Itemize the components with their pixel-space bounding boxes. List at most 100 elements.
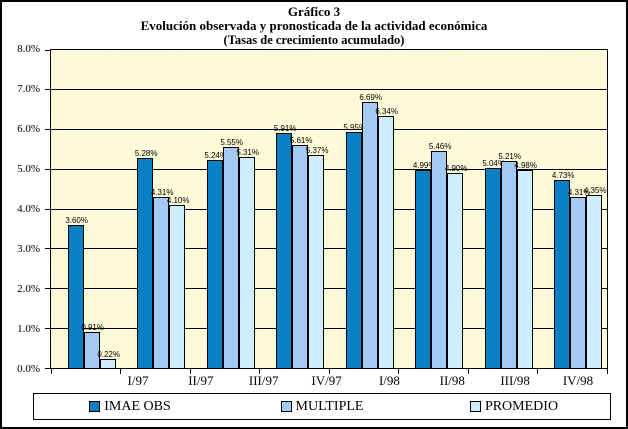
bar-value-label: 4.31% <box>567 187 591 197</box>
y-tick-mark <box>45 327 51 329</box>
bar-value-label: 3.60% <box>65 215 89 225</box>
bar-value-label: 5.55% <box>220 138 244 148</box>
bar-multiple: 4.31% <box>568 188 591 368</box>
y-axis: 8.0% 7.0% 6.0% 5.0% 4.0% 3.0% 2.0% 1.0% 0.0% <box>4 43 48 375</box>
y-tick-mark <box>45 208 51 210</box>
bar-group: 5.95% 6.69% 6.34% <box>335 50 405 368</box>
bar-group: 4.99% 5.46% 4.90% <box>405 50 475 368</box>
bar-value-label: 4.10% <box>166 196 190 206</box>
bar-group: 5.04% 5.21% 4.98% <box>474 50 544 368</box>
x-axis-label: III/97 <box>248 373 279 388</box>
x-axis-label: IV/98 <box>562 373 594 388</box>
x-tick-mark <box>120 368 121 374</box>
gridline <box>51 129 607 130</box>
chart-title: Gráfico 3 Evolución observada y pronosti… <box>2 2 626 48</box>
chart-area: 8.0% 7.0% 6.0% 5.0% 4.0% 3.0% 2.0% 1.0% 0.0% 3.6… <box>4 43 610 395</box>
gridline <box>51 168 607 170</box>
bar-value-label: 5.61% <box>289 136 313 146</box>
bar-value-label: 6.34% <box>375 107 399 116</box>
bar-multiple: 5.55% <box>220 138 243 368</box>
bar-promedio: 4.98% <box>514 161 537 368</box>
title-line-3: (Tasas de crecimiento acumulado) <box>223 33 405 47</box>
y-tick-mark <box>45 248 51 250</box>
gridline <box>51 248 607 250</box>
bar-multiple: 6.69% <box>359 93 382 368</box>
bar-group: 4.73% 4.31% 4.35% <box>544 50 614 368</box>
bar-imae-obs: 5.04% <box>482 159 505 368</box>
y-tick-label: 6.0% <box>17 123 40 135</box>
bar-multiple: 4.31% <box>151 188 174 368</box>
y-tick-mark <box>45 288 51 289</box>
x-axis-label: I/98 <box>378 373 400 388</box>
bar-value-label: 0.22% <box>97 350 121 360</box>
y-tick-label: 8.0% <box>17 43 40 55</box>
bar-value-label: 5.95% <box>343 122 367 132</box>
bar-value-label: 5.04% <box>482 158 506 168</box>
bar-value-label: 0.91% <box>81 322 105 332</box>
bar-group: 3.60% 0.91% 0.22% <box>57 50 127 368</box>
bar-value-label: 5.21% <box>498 151 522 161</box>
bar-value-label: 5.28% <box>134 149 158 159</box>
title-line-1: Gráfico 3 <box>287 4 341 19</box>
x-tick-mark <box>398 368 399 374</box>
bar-multiple: 5.61% <box>290 136 313 368</box>
x-tick-mark <box>328 368 330 374</box>
bar-value-label: 4.31% <box>150 187 174 197</box>
y-tick-mark <box>45 367 51 369</box>
bar-imae-obs: 5.28% <box>135 149 158 368</box>
bar-value-label: 4.98% <box>514 161 538 171</box>
x-tick-mark <box>606 368 608 374</box>
bar-group: 5.24% 5.55% 5.31% <box>196 50 266 368</box>
bar-imae-obs: 4.99% <box>413 161 436 368</box>
x-tick-mark <box>259 368 260 374</box>
bar-promedio: 4.90% <box>445 164 468 368</box>
x-axis-label: IV/97 <box>311 373 342 388</box>
bar-value-label: 5.31% <box>236 147 260 157</box>
legend-swatch-multiple <box>280 401 292 412</box>
bar-imae-obs: 5.24% <box>204 151 227 368</box>
bar-value-label: 4.90% <box>444 164 468 174</box>
bar-value-label: 4.35% <box>583 186 607 196</box>
bar-imae-obs: 3.60% <box>65 216 88 368</box>
bar-value-label: 4.99% <box>412 160 436 170</box>
legend-label-imae-obs: IMAE OBS <box>104 398 171 414</box>
bar-imae-obs: 5.91% <box>274 124 297 368</box>
bar-value-label: 4.73% <box>551 170 575 180</box>
bar-multiple: 5.46% <box>429 142 452 368</box>
y-tick-label: 3.0% <box>17 243 40 255</box>
y-tick-label: 1.0% <box>17 323 40 335</box>
legend-label-multiple: MULTIPLE <box>295 398 364 414</box>
x-axis-label: I/97 <box>127 373 149 388</box>
legend: IMAE OBS MULTIPLE PROMEDIO <box>33 393 611 420</box>
bar-promedio: 5.31% <box>236 148 259 368</box>
y-tick-label: 7.0% <box>17 83 40 95</box>
bar-value-label: 6.69% <box>359 93 383 103</box>
bar-promedio: 5.37% <box>306 146 329 368</box>
x-tick-mark <box>189 368 191 374</box>
bar-promedio: 0.22% <box>97 350 120 368</box>
title-line-2: Evolución observada y pronosticada de la… <box>140 18 488 33</box>
legend-item-imae-obs: IMAE OBS <box>34 399 226 415</box>
gridline <box>51 327 607 329</box>
gridline <box>51 89 607 91</box>
bar-imae-obs: 5.95% <box>343 123 366 368</box>
gridline <box>51 288 607 289</box>
y-tick-mark <box>45 129 51 130</box>
x-axis-label: III/98 <box>500 373 530 388</box>
x-axis-label: II/98 <box>439 373 465 388</box>
x-tick-mark <box>50 368 52 374</box>
y-tick-mark <box>45 49 51 51</box>
bar-group: 5.91% 5.61% 5.37% <box>266 50 336 368</box>
bar-group: 5.28% 4.31% 4.10% <box>127 50 197 368</box>
plot-area: 3.60% 0.91% 0.22% 5.28% 4.31% 4.10% 5.24% 5.55%… <box>45 49 608 388</box>
legend-swatch-imae-obs <box>89 401 101 412</box>
y-tick-label: 2.0% <box>17 283 40 295</box>
bar-promedio: 6.34% <box>375 107 398 368</box>
y-tick-label: 0.0% <box>17 363 40 375</box>
legend-item-promedio: PROMEDIO <box>418 399 610 415</box>
bar-multiple: 0.91% <box>81 323 104 368</box>
bars-layer: 3.60% 0.91% 0.22% 5.28% 4.31% 4.10% 5.24% 5.55%… <box>51 50 607 368</box>
legend-label-promedio: PROMEDIO <box>484 398 559 414</box>
bar-value-label: 5.91% <box>273 124 297 134</box>
